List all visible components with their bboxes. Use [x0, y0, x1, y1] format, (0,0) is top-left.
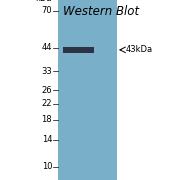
- Text: Western Blot: Western Blot: [63, 5, 139, 18]
- Text: 44: 44: [42, 44, 52, 53]
- Text: 70: 70: [42, 6, 52, 15]
- Text: 18: 18: [42, 115, 52, 124]
- Text: 33: 33: [41, 67, 52, 76]
- Bar: [63, 47, 94, 53]
- Text: 22: 22: [42, 99, 52, 108]
- Text: 26: 26: [42, 86, 52, 95]
- Bar: [58, 0, 117, 180]
- Text: kDa: kDa: [36, 0, 52, 3]
- Text: 10: 10: [42, 163, 52, 172]
- Text: 14: 14: [42, 135, 52, 144]
- Text: 43kDa: 43kDa: [126, 45, 153, 54]
